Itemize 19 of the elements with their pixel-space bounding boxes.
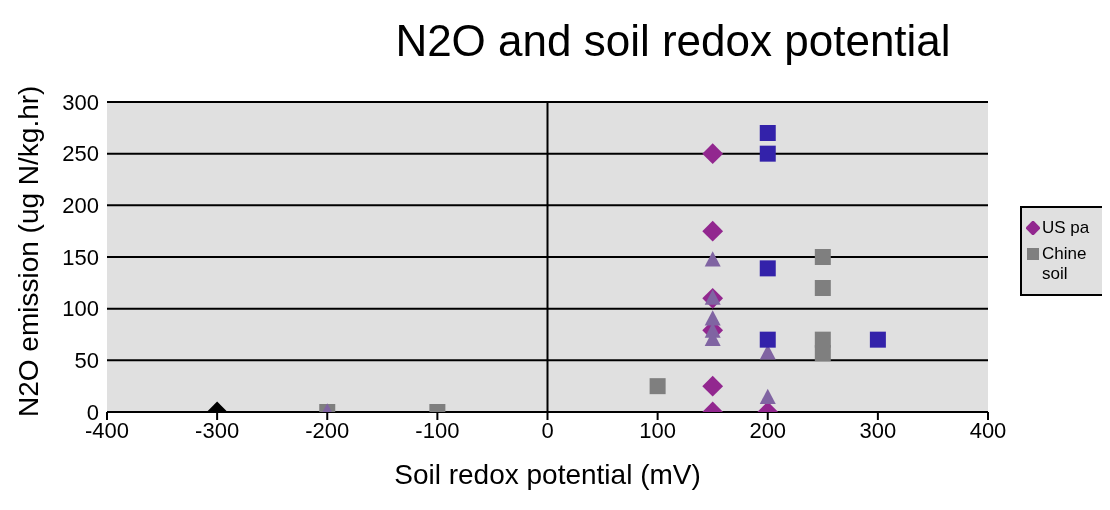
x-tick-label: -100 xyxy=(415,417,460,443)
y-tick-label: 300 xyxy=(62,89,99,115)
x-tick-label: 0 xyxy=(541,417,554,443)
chart-title: N2O and soil redox potential xyxy=(394,16,952,66)
x-tick-label: 400 xyxy=(969,417,1007,443)
y-tick-label: 100 xyxy=(62,296,99,322)
x-tick-label: 200 xyxy=(749,417,787,443)
y-tick-label: 250 xyxy=(62,141,99,167)
y-tick-label: 50 xyxy=(74,348,99,374)
x-tick-label: 100 xyxy=(639,417,676,443)
legend-label: Chine soil xyxy=(1042,244,1088,284)
y-tick-label: 150 xyxy=(62,244,99,270)
legend-label: US pa xyxy=(1042,218,1090,238)
x-tick-label: -300 xyxy=(195,417,240,443)
y-tick-label: 200 xyxy=(62,193,99,219)
x-tick-label: -200 xyxy=(305,417,350,443)
x-tick-label: 300 xyxy=(859,417,897,443)
x-axis-title: Soil redox potential (mV) xyxy=(394,459,701,490)
y-axis-title: N2O emission (ug N/kg.hr) xyxy=(12,85,44,417)
